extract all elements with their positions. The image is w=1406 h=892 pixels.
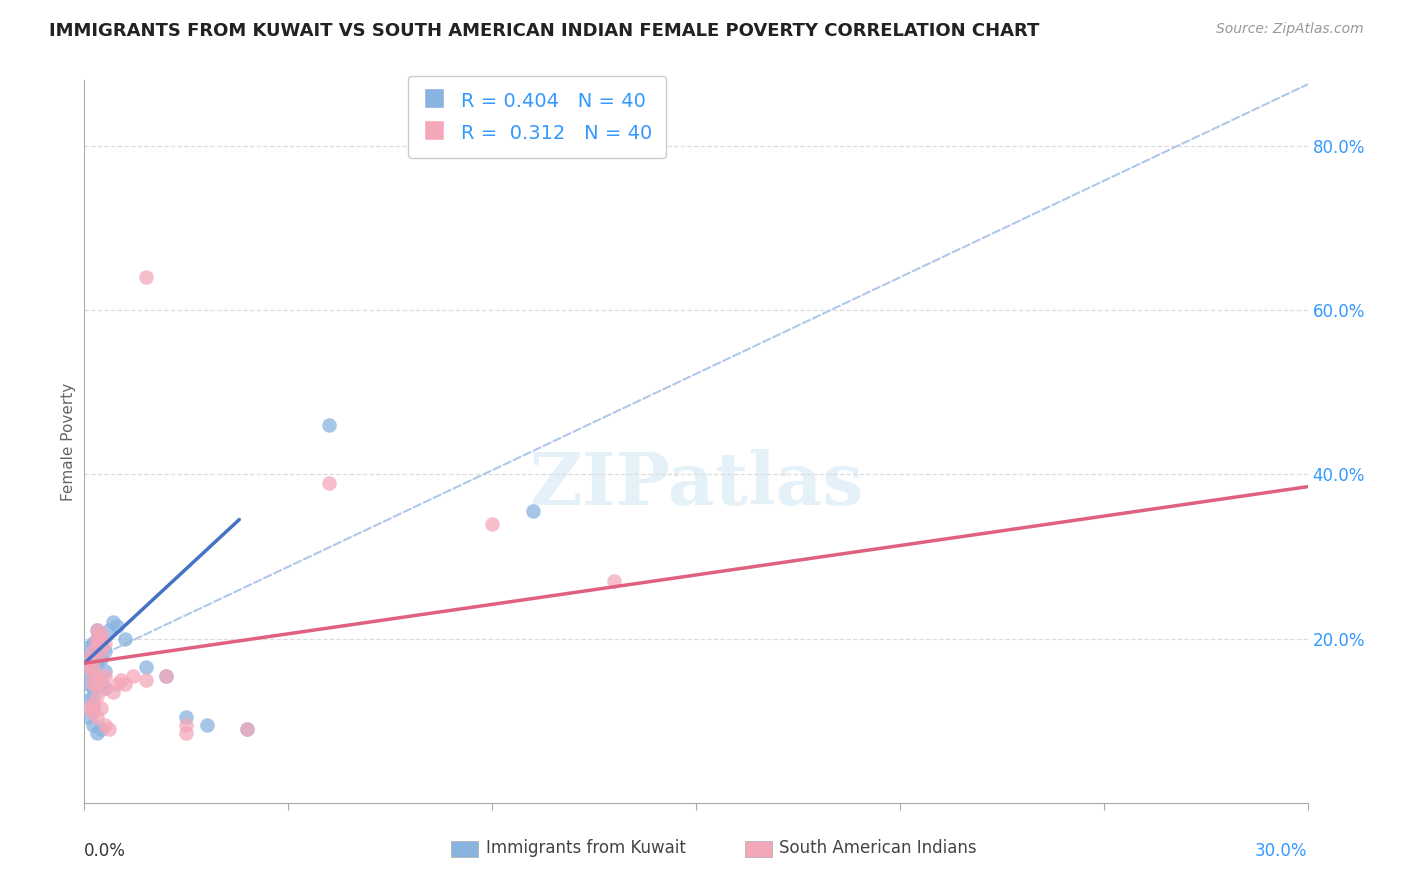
Text: ZIPatlas: ZIPatlas [529,450,863,520]
Point [77,677,100,691]
Point [90,701,112,715]
Point [93,718,115,732]
Point [86,709,108,723]
Point [174,726,197,740]
Text: IMMIGRANTS FROM KUWAIT VS SOUTH AMERICAN INDIAN FEMALE POVERTY CORRELATION CHART: IMMIGRANTS FROM KUWAIT VS SOUTH AMERICAN… [49,22,1039,40]
Point [82,698,104,712]
Point [86,644,108,658]
Point [155,668,177,682]
Point [82,644,104,658]
Text: 0.0%: 0.0% [84,842,127,860]
Point [90,627,112,641]
Point [77,693,100,707]
Text: Source: ZipAtlas.com: Source: ZipAtlas.com [1216,22,1364,37]
Point [236,722,259,736]
Point [77,665,100,679]
Point [86,652,108,666]
Point [110,673,132,687]
Point [90,722,112,736]
Point [82,657,104,671]
Point [86,689,108,703]
Point [122,668,145,682]
Point [82,677,104,691]
Point [90,673,112,687]
Point [86,636,108,650]
Point [101,615,124,630]
Point [86,624,108,638]
Point [93,636,115,650]
Point [86,632,108,646]
Point [86,726,108,740]
Point [135,270,157,285]
Point [603,574,626,588]
Point [174,709,197,723]
Point [97,624,120,638]
Point [86,632,108,646]
Point [93,668,115,682]
Point [93,681,115,695]
Point [86,624,108,638]
Point [86,673,108,687]
Point [318,475,340,490]
Point [135,673,157,687]
Point [82,636,104,650]
Point [481,516,503,531]
Point [82,660,104,674]
Point [82,718,104,732]
Legend: R = 0.404   N = 40, R =  0.312   N = 40: R = 0.404 N = 40, R = 0.312 N = 40 [408,76,665,158]
Point [82,648,104,662]
Point [77,660,100,674]
Text: South American Indians: South American Indians [779,839,977,857]
Text: Immigrants from Kuwait: Immigrants from Kuwait [485,839,686,857]
Point [90,677,112,691]
Point [82,668,104,682]
Point [82,701,104,715]
Point [90,644,112,658]
Point [114,677,136,691]
Y-axis label: Female Poverty: Female Poverty [60,383,76,500]
Point [82,681,104,695]
Point [318,418,340,433]
Text: 30.0%: 30.0% [1256,842,1308,860]
Point [195,718,218,732]
Point [82,689,104,703]
Point [82,706,104,720]
Point [93,665,115,679]
Point [93,644,115,658]
Point [77,652,100,666]
FancyBboxPatch shape [745,841,772,857]
Point [82,668,104,682]
Point [77,709,100,723]
Point [86,668,108,682]
Point [86,657,108,671]
Point [82,660,104,674]
Point [82,652,104,666]
Point [236,722,259,736]
Point [105,677,128,691]
Point [97,722,120,736]
Point [174,718,197,732]
Point [135,660,157,674]
Point [77,701,100,715]
Point [77,652,100,666]
Point [90,636,112,650]
Point [77,640,100,654]
Point [522,504,544,518]
Point [101,685,124,699]
Point [86,677,108,691]
Point [90,652,112,666]
FancyBboxPatch shape [451,841,478,857]
Point [114,632,136,646]
Point [93,681,115,695]
Point [105,619,128,633]
Point [155,668,177,682]
